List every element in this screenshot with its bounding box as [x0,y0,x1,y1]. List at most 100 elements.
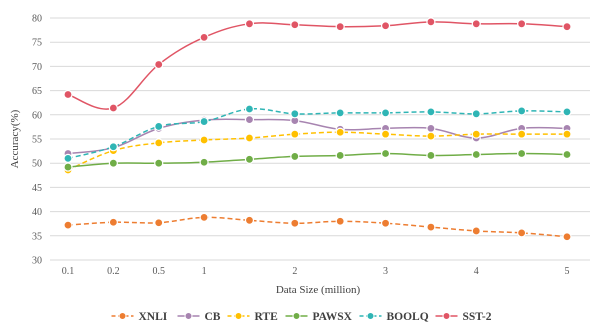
data-point [426,107,436,117]
legend-swatch-marker [366,312,375,320]
data-point [562,22,572,32]
data-point [290,109,300,119]
legend-label: SST-2 [463,311,492,323]
series-xnli [63,212,572,242]
data-point [108,103,118,113]
data-point [426,17,436,27]
data-point [562,232,572,242]
series-sst-2 [63,17,572,113]
x-tick-label: 0.5 [152,266,165,277]
data-point [244,104,255,114]
legend-item-sst-2: SST-2 [435,311,492,323]
y-tick-label: 35 [32,231,42,242]
data-point [471,226,481,236]
y-axis-ticks: 30 35 40 45 50 55 60 65 70 75 80 [32,14,42,267]
legend-label: CB [205,311,221,323]
data-point [380,148,391,159]
series-pawsx [63,148,572,172]
legend-swatch-marker [292,312,301,320]
y-axis-title: Accuracy(%) [9,109,21,168]
data-point [63,162,73,172]
data-point [335,22,345,32]
legend-item-pawsx: PAWSX [285,311,353,323]
data-point [63,220,73,230]
x-tick-label: 0.2 [107,266,120,277]
data-point [63,153,73,163]
data-point [154,59,164,70]
data-point [108,217,118,227]
legend-label: PAWSX [313,311,353,323]
data-point [290,151,300,162]
data-point [108,142,118,152]
legend: XNLI CB RTE PAWSX BOOLQ SST-2 [111,311,492,323]
x-tick-label: 5 [565,266,570,277]
series-line-xnli [67,216,568,238]
data-point [335,150,345,161]
legend-label: BOOLQ [387,311,429,323]
data-point [380,108,391,118]
data-point [154,158,164,168]
x-axis-ticks: 0.1 0.2 0.5 1 2 3 4 5 [62,266,570,277]
data-point [471,109,481,119]
y-tick-label: 45 [32,183,42,194]
data-point [380,218,391,228]
x-axis-title: Data Size (million) [276,284,361,296]
data-point [244,154,255,164]
y-tick-label: 50 [32,159,42,170]
legend-item-boolq: BOOLQ [359,311,429,323]
y-tick-label: 80 [32,14,42,25]
series-line-cb [67,118,568,155]
data-point [426,222,436,232]
y-tick-label: 60 [32,110,42,121]
data-point [154,121,164,132]
series-line-pawsx [67,152,568,168]
legend-swatch-marker [118,312,127,320]
data-point [199,135,209,145]
data-point [199,32,209,42]
series-boolq [63,104,572,163]
data-point [562,129,572,139]
series-lines [63,17,572,242]
series-line-boolq [67,108,568,160]
legend-label: XNLI [139,311,168,323]
data-point [244,19,255,29]
data-point [199,116,209,127]
grid-lines [50,17,590,261]
data-point [426,131,436,141]
data-point [471,129,481,139]
data-point [244,115,255,125]
data-point [426,150,436,161]
data-point [154,218,164,228]
x-tick-label: 2 [292,266,297,277]
data-point [335,127,345,137]
data-point [562,149,572,160]
data-point [335,108,345,118]
data-point [199,157,209,167]
data-point [335,216,345,226]
y-tick-label: 70 [32,62,42,73]
data-point [517,106,527,116]
legend-swatch-marker [234,312,243,320]
data-point [471,149,481,160]
legend-label: RTE [255,311,279,323]
data-point [562,107,572,117]
y-tick-label: 55 [32,135,42,146]
legend-item-rte: RTE [227,311,279,323]
legend-item-cb: CB [177,311,221,323]
data-point [380,129,391,139]
data-point [517,129,527,139]
data-point [63,89,73,100]
data-point [290,218,300,228]
series-cb [63,115,572,159]
x-tick-label: 3 [383,266,388,277]
data-point [244,215,255,225]
data-point [517,19,527,29]
x-tick-label: 1 [202,266,207,277]
y-tick-label: 65 [32,86,42,97]
y-tick-label: 30 [32,256,42,267]
data-point [426,123,436,133]
legend-swatch-marker [442,312,451,320]
x-tick-label: 4 [474,266,479,277]
